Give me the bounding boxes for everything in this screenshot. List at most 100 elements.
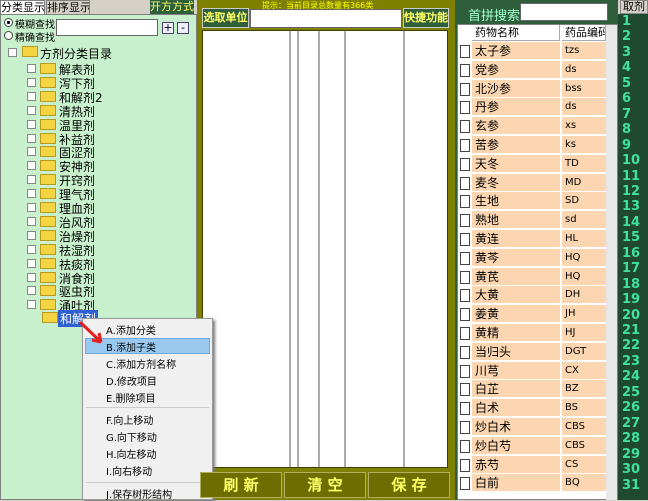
search-input[interactable] <box>520 3 608 21</box>
tree-item[interactable]: 补益剂 <box>59 132 96 147</box>
cell[interactable]: HJ <box>562 324 606 342</box>
row-checkbox[interactable] <box>460 82 470 96</box>
cell[interactable]: 大黄 <box>472 286 560 305</box>
unit-input[interactable] <box>250 9 402 28</box>
tree-item[interactable]: 理血剂 <box>59 202 96 216</box>
cell[interactable]: ds <box>562 98 606 117</box>
expand-box[interactable] <box>27 119 36 129</box>
row-checkbox[interactable] <box>460 402 470 416</box>
cell[interactable]: 天冬 <box>472 154 560 173</box>
expand-box[interactable] <box>27 216 36 226</box>
cell[interactable]: CBS <box>562 418 606 436</box>
cell[interactable]: 生地 <box>472 192 560 211</box>
expand-box[interactable] <box>27 300 36 310</box>
cell[interactable]: 党参 <box>472 60 560 79</box>
row-checkbox[interactable] <box>460 383 470 397</box>
row-checkbox[interactable] <box>460 439 470 453</box>
expand-box[interactable] <box>27 161 36 171</box>
tree-item[interactable]: 温里剂 <box>59 118 96 133</box>
cell[interactable]: 炒白芍 <box>472 436 560 455</box>
cell[interactable]: sd <box>562 211 606 230</box>
search-input[interactable] <box>56 19 158 36</box>
radio-label[interactable]: 精确查找 <box>15 33 55 44</box>
tree-root[interactable]: 方剂分类目录 <box>40 47 113 61</box>
tree-item[interactable]: 治风剂 <box>59 215 96 230</box>
row-checkbox[interactable] <box>460 139 470 152</box>
radio[interactable] <box>4 18 13 27</box>
row-checkbox[interactable] <box>460 120 470 134</box>
row-checkbox[interactable] <box>460 308 470 322</box>
cell[interactable]: ds <box>562 60 606 79</box>
tree-item[interactable]: 固涩剂 <box>59 146 96 161</box>
menu-item[interactable]: E.删除项目 <box>106 394 156 405</box>
expand-box[interactable] <box>27 272 36 282</box>
expand-box[interactable] <box>27 230 36 240</box>
expand-box[interactable] <box>27 286 36 296</box>
menu-item[interactable]: G.向下移动 <box>106 433 157 444</box>
expand-box[interactable] <box>27 105 36 115</box>
cell[interactable]: TD <box>562 154 606 173</box>
row-checkbox[interactable] <box>460 195 470 209</box>
cell[interactable]: DGT <box>562 342 606 361</box>
expand-box[interactable] <box>27 77 36 87</box>
expand-box[interactable] <box>27 258 36 268</box>
side-button[interactable]: 取剂 <box>620 0 648 14</box>
menu-item[interactable]: I.向右移动 <box>106 467 153 478</box>
expand-box[interactable] <box>27 175 36 185</box>
menu-item[interactable]: A.添加分类 <box>106 326 156 337</box>
cell[interactable]: 赤芍 <box>472 455 560 474</box>
cell[interactable]: SD <box>562 192 606 211</box>
tree-item[interactable]: 治燥剂 <box>59 229 96 244</box>
cell[interactable]: 玄参 <box>472 117 560 136</box>
cell[interactable]: 黄连 <box>472 230 560 248</box>
row-checkbox[interactable] <box>460 364 470 378</box>
cell[interactable]: ks <box>562 136 606 154</box>
mode-button[interactable]: 开方方式 <box>150 0 194 14</box>
cell[interactable]: BS <box>562 399 606 418</box>
expand-box[interactable] <box>27 203 36 212</box>
row-checkbox[interactable] <box>460 270 470 284</box>
row-checkbox[interactable] <box>460 233 470 246</box>
cell[interactable]: JH <box>562 305 606 324</box>
cell[interactable]: 黄芪 <box>472 267 560 286</box>
cell[interactable]: MD <box>562 173 606 192</box>
cell[interactable]: HL <box>562 230 606 248</box>
row-checkbox[interactable] <box>460 345 470 359</box>
cell[interactable]: tzs <box>562 42 606 60</box>
tree-item[interactable]: 涌吐剂 <box>59 299 96 314</box>
unit-button[interactable]: 选取单位 <box>202 8 249 28</box>
menu-item[interactable]: H.向左移动 <box>106 450 157 461</box>
tree-item[interactable]: 开窍剂 <box>59 174 96 189</box>
radio-label[interactable]: 模糊查找 <box>15 20 55 31</box>
tree-item[interactable]: 祛痰剂 <box>59 257 96 272</box>
cell[interactable]: xs <box>562 117 606 136</box>
row-checkbox[interactable] <box>460 157 470 171</box>
expand-box[interactable] <box>27 189 36 199</box>
cell[interactable]: 白芷 <box>472 380 560 399</box>
row-checkbox[interactable] <box>460 289 470 303</box>
expand-box[interactable] <box>27 91 36 101</box>
menu-item[interactable]: F.向上移动 <box>106 416 154 427</box>
tab[interactable]: 排序显示 <box>46 0 90 15</box>
tree-item[interactable]: 祛湿剂 <box>59 243 96 258</box>
expand-box[interactable] <box>27 147 36 157</box>
tree-item[interactable]: 解表剂 <box>59 63 96 77</box>
row-checkbox[interactable] <box>460 251 470 265</box>
action-button[interactable]: 刷 新 <box>200 472 282 498</box>
cell[interactable]: 当归头 <box>472 342 560 361</box>
tree-button[interactable]: - <box>177 22 189 34</box>
cell[interactable]: 黄芩 <box>472 248 560 267</box>
tree-item[interactable]: 理气剂 <box>59 188 96 203</box>
quick-button[interactable]: 快捷功能 <box>403 8 449 28</box>
menu-item[interactable]: C.添加方剂名称 <box>106 360 177 371</box>
row-checkbox[interactable] <box>460 458 470 472</box>
tree-item[interactable]: 泻下剂 <box>59 76 96 91</box>
menu-item[interactable]: J.保存树形结构 <box>106 490 173 501</box>
cell[interactable]: 丹参 <box>472 98 560 117</box>
row-checkbox[interactable] <box>460 421 470 434</box>
cell[interactable]: bss <box>562 79 606 98</box>
cell[interactable]: 白前 <box>472 474 560 493</box>
tree-item[interactable]: 安神剂 <box>59 160 96 175</box>
cell[interactable]: CS <box>562 455 606 474</box>
cell[interactable]: CBS <box>562 436 606 455</box>
